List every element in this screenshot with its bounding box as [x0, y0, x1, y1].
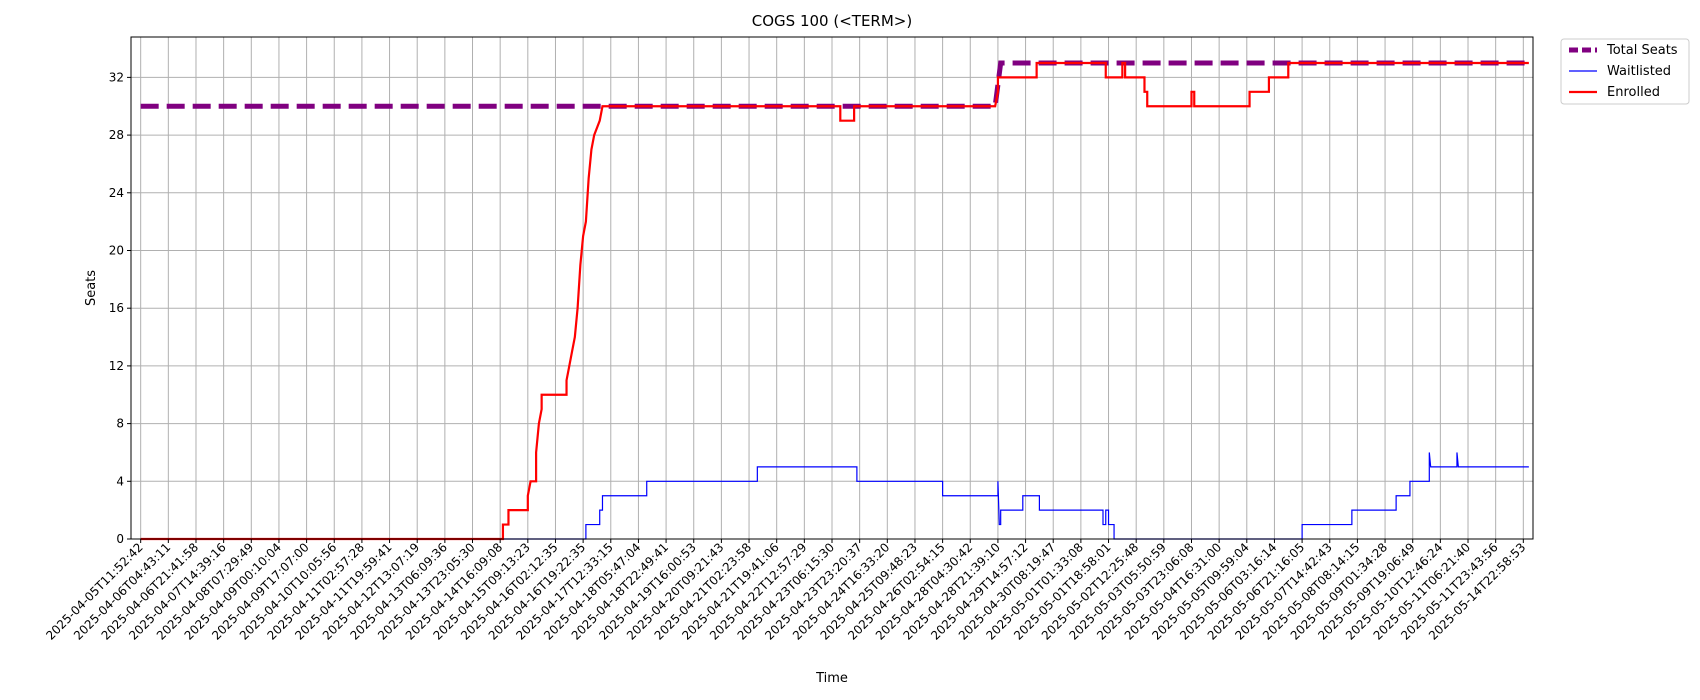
y-tick-label: 28	[109, 128, 124, 142]
y-axis-ticks: 0 4 8 12 16 20 24 28 32	[109, 70, 131, 546]
y-tick-label: 0	[116, 532, 124, 546]
series-line-waitlisted	[140, 452, 1529, 540]
y-axis-label: Seats	[84, 270, 99, 306]
x-axis-label: Time	[815, 671, 848, 686]
y-tick-label: 16	[109, 301, 124, 315]
series-line-total-seats	[140, 60, 1529, 109]
legend-enrolled-label: Enrolled	[1607, 85, 1660, 100]
series-lines	[140, 60, 1529, 541]
y-tick-label: 4	[116, 474, 124, 488]
grid	[131, 37, 1533, 540]
legend-total-seats-label: Total Seats	[1606, 43, 1678, 58]
y-tick-label: 20	[109, 243, 124, 257]
legend: Total Seats Waitlisted Enrolled	[1560, 38, 1690, 105]
y-tick-label: 32	[109, 70, 124, 84]
y-tick-label: 12	[109, 359, 124, 373]
x-axis-ticks: 2025-04-05T11:52:422025-04-06T04:43:1120…	[43, 539, 1528, 643]
chart-title: COGS 100 (<TERM>)	[752, 12, 912, 30]
y-tick-label: 8	[116, 417, 124, 431]
legend-box	[1560, 38, 1690, 105]
legend-waitlisted-label: Waitlisted	[1607, 64, 1671, 79]
series-line-enrolled	[140, 61, 1529, 541]
y-tick-label: 24	[109, 186, 124, 200]
